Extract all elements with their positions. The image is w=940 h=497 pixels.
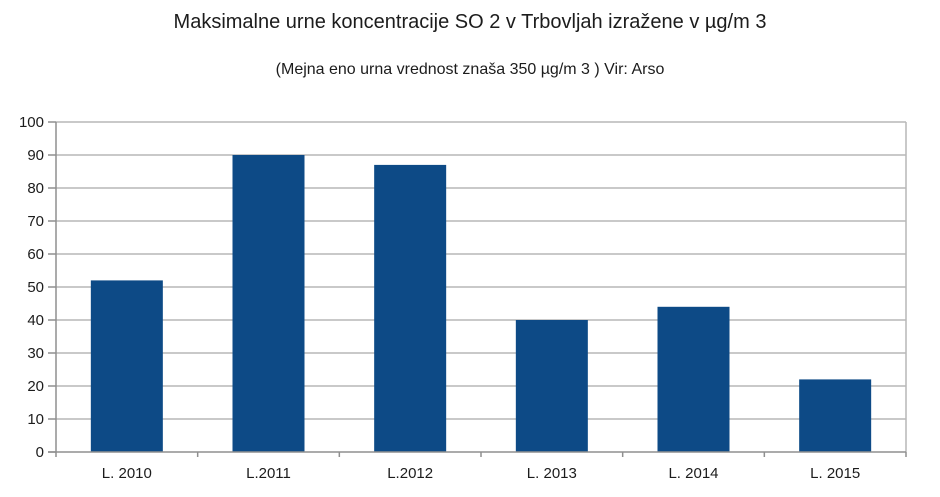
y-tick-label: 80 [27,180,44,197]
y-tick-label: 60 [27,246,44,263]
y-tick-label: 50 [27,279,44,296]
bar-l-2010 [90,280,163,452]
bar-l-2013 [515,320,588,452]
x-category-label: L. 2013 [527,465,577,482]
bar-l-2012 [374,164,447,452]
bar-l-2015 [799,379,872,452]
x-category-label: L. 2015 [810,465,860,482]
x-category-label: L.2012 [387,465,433,482]
x-category-label: L.2011 [246,465,291,482]
x-category-label: L. 2014 [668,465,718,482]
y-tick-label: 10 [27,411,44,428]
bar-l-2014 [657,306,730,452]
y-tick-label: 40 [27,312,44,329]
y-tick-label: 90 [27,147,44,164]
bar-l-2011 [232,155,305,452]
y-tick-label: 100 [19,114,44,131]
chart-subtitle: (Mejna eno urna vrednost znaša 350 µg/m … [275,61,665,78]
y-tick-label: 70 [27,213,44,230]
y-tick-label: 30 [27,345,44,362]
y-tick-label: 20 [27,378,44,395]
y-tick-label: 0 [36,444,44,461]
x-category-label: L. 2010 [102,465,152,482]
chart-title: Maksimalne urne koncentracije SO 2 v Trb… [173,11,767,33]
